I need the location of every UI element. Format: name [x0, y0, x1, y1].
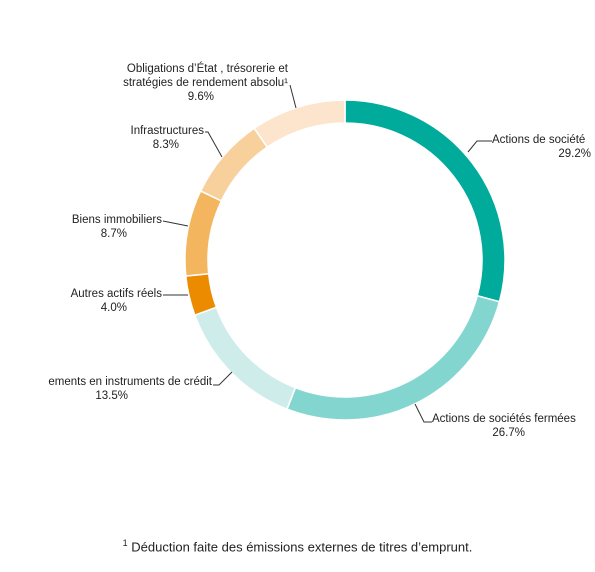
- slice-value-label: 9.6%: [188, 91, 214, 103]
- slice-label: Autres actifs réels: [71, 288, 163, 300]
- donut-slice: [193, 306, 297, 411]
- slice-value-label: 26.7%: [492, 427, 525, 439]
- donut-slice: [253, 99, 346, 149]
- leader-line: [467, 140, 492, 153]
- leader-line: [162, 220, 189, 227]
- leader-line: [414, 403, 432, 423]
- slice-label: stratégies de rendement absolu¹: [123, 77, 288, 89]
- donut-slice: [184, 189, 223, 277]
- donut-slice: [286, 294, 501, 421]
- footnote-marker: 1: [122, 538, 128, 548]
- slice-value-label: 8.7%: [101, 228, 127, 240]
- slice-label: Infrastructures: [131, 125, 205, 137]
- slice-value-label: 4.0%: [101, 302, 127, 314]
- donut-slice: [344, 99, 506, 303]
- leader-line: [213, 371, 233, 386]
- donut-slice: [184, 272, 218, 317]
- slice-value-label: 13.5%: [95, 390, 128, 402]
- slice-label: Actions de sociétés fermées: [432, 413, 576, 425]
- slice-label: Biens immobiliers: [72, 214, 162, 226]
- donut-slice: [199, 127, 269, 202]
- leader-line: [205, 131, 223, 158]
- leader-line: [289, 84, 297, 109]
- footnote: 1 Déduction faite des émissions externes…: [0, 538, 595, 554]
- slice-label: Actions de société: [492, 134, 585, 146]
- slice-value-label: 8.3%: [153, 139, 179, 151]
- slice-value-label: 29.2%: [558, 148, 591, 160]
- slice-label: Obligations d’État , trésorerie et: [127, 62, 289, 75]
- slice-label: ements en instruments de crédit: [48, 376, 212, 388]
- footnote-text: Déduction faite des émissions externes d…: [127, 539, 473, 555]
